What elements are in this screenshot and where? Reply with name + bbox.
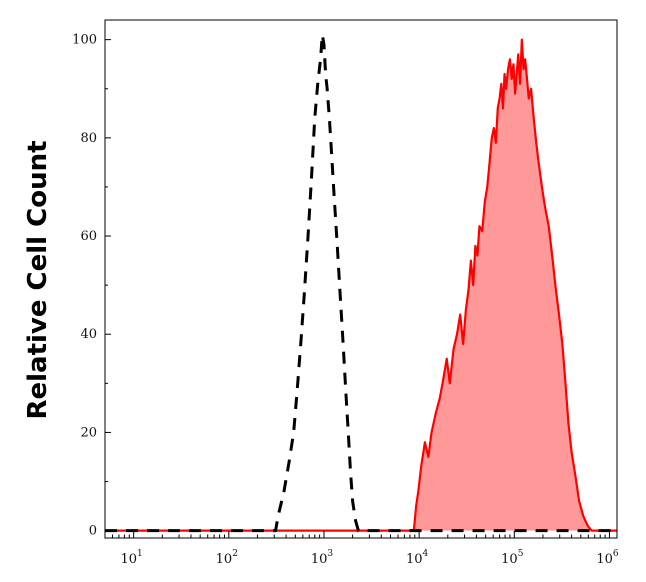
y-tick-label: 100 bbox=[72, 33, 97, 48]
y-tick-label: 40 bbox=[80, 327, 97, 342]
x-tick-label: 104 bbox=[406, 549, 429, 567]
y-tick-label: 80 bbox=[80, 131, 97, 146]
y-axis-label: Relative Cell Count bbox=[23, 140, 53, 419]
plot-frame bbox=[104, 19, 618, 539]
series-1-line bbox=[105, 38, 617, 532]
y-tick-label: 0 bbox=[89, 524, 97, 539]
x-tick-label: 103 bbox=[311, 549, 334, 567]
series-0-line bbox=[105, 34, 617, 533]
x-tick-label: 102 bbox=[216, 549, 238, 567]
x-tick-label: 105 bbox=[501, 549, 524, 567]
y-tick-label: 60 bbox=[80, 229, 97, 244]
axes bbox=[104, 19, 618, 539]
x-tick-label: 101 bbox=[121, 549, 143, 567]
y-tick-label: 20 bbox=[80, 425, 97, 440]
x-tick-label: 106 bbox=[596, 549, 619, 567]
series-1-fill bbox=[105, 39, 617, 531]
ticks: 0 20 40 60 80 100 101 102 103 104 105 106 bbox=[72, 33, 619, 567]
plot-area bbox=[105, 34, 617, 533]
